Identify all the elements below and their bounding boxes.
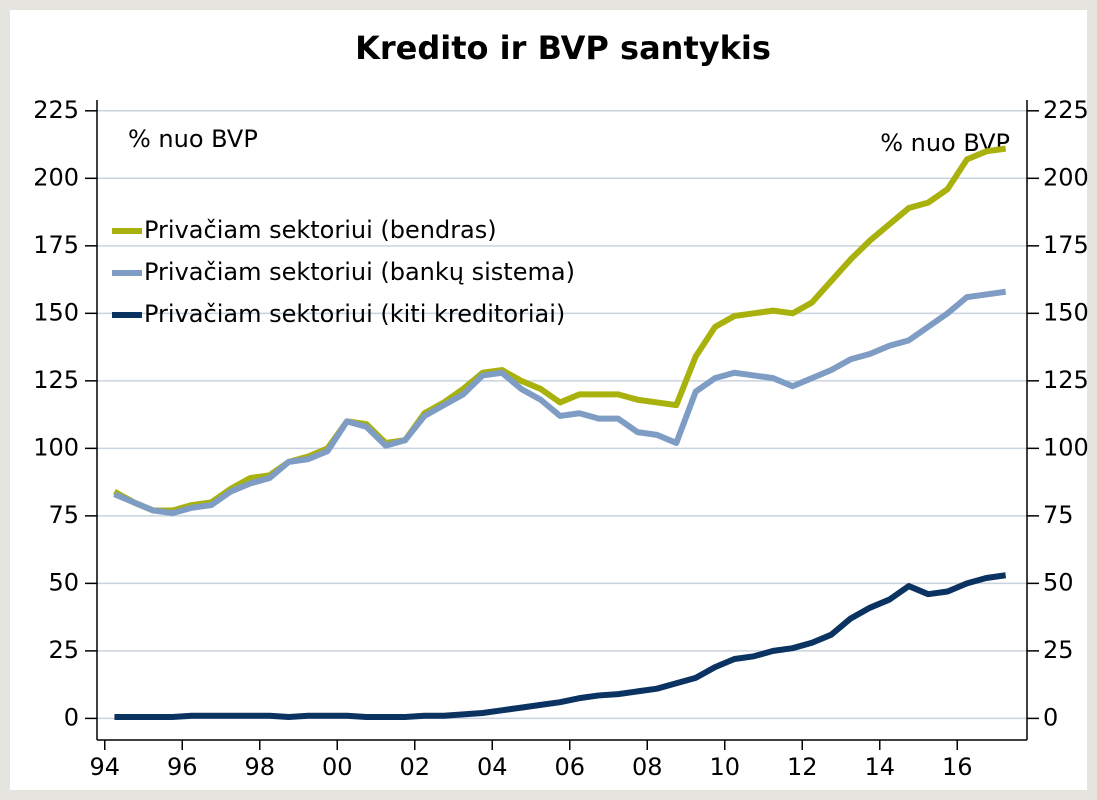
x-tick-label: 10	[709, 753, 740, 781]
legend-label: Privačiam sektoriui (bankų sistema)	[144, 258, 575, 286]
y2-tick-label: 25	[1043, 636, 1074, 664]
y-tick-label: 125	[33, 366, 79, 394]
chart-title: Kredito ir BVP santykis	[355, 29, 771, 67]
x-tick-label: 08	[632, 753, 663, 781]
y-tick-label: 225	[33, 96, 79, 124]
y-tick-label: 100	[33, 433, 79, 461]
x-tick-label: 96	[167, 753, 198, 781]
y2-tick-label: 100	[1043, 433, 1089, 461]
x-tick-label: 16	[942, 753, 973, 781]
y-tick-label: 0	[64, 703, 79, 731]
y2-tick-label: 50	[1043, 568, 1074, 596]
chart-background	[10, 10, 1087, 790]
legend-label: Privačiam sektoriui (bendras)	[144, 216, 497, 244]
y2-tick-label: 125	[1043, 366, 1089, 394]
y-tick-label: 150	[33, 298, 79, 326]
y2-tick-label: 225	[1043, 96, 1089, 124]
y-tick-label: 175	[33, 231, 79, 259]
y-tick-label: 200	[33, 163, 79, 191]
x-tick-label: 02	[399, 753, 430, 781]
x-tick-label: 12	[787, 753, 818, 781]
x-tick-label: 98	[244, 753, 275, 781]
x-tick-label: 14	[864, 753, 895, 781]
left-axis-unit: % nuo BVP	[128, 125, 258, 153]
y2-tick-label: 200	[1043, 163, 1089, 191]
x-tick-label: 04	[477, 753, 508, 781]
x-tick-label: 06	[554, 753, 585, 781]
y-tick-label: 25	[48, 636, 79, 664]
legend-label: Privačiam sektoriui (kiti kreditoriai)	[144, 300, 565, 328]
x-tick-label: 00	[322, 753, 353, 781]
y-tick-label: 75	[48, 501, 79, 529]
series-line	[112, 145, 1007, 514]
y2-tick-label: 75	[1043, 501, 1074, 529]
series-line	[114, 572, 1007, 721]
x-tick-label: 94	[89, 753, 120, 781]
y2-tick-label: 0	[1043, 703, 1058, 731]
series-line	[113, 288, 1007, 517]
y2-tick-label: 150	[1043, 298, 1089, 326]
y2-tick-label: 175	[1043, 231, 1089, 259]
y-tick-label: 50	[48, 568, 79, 596]
